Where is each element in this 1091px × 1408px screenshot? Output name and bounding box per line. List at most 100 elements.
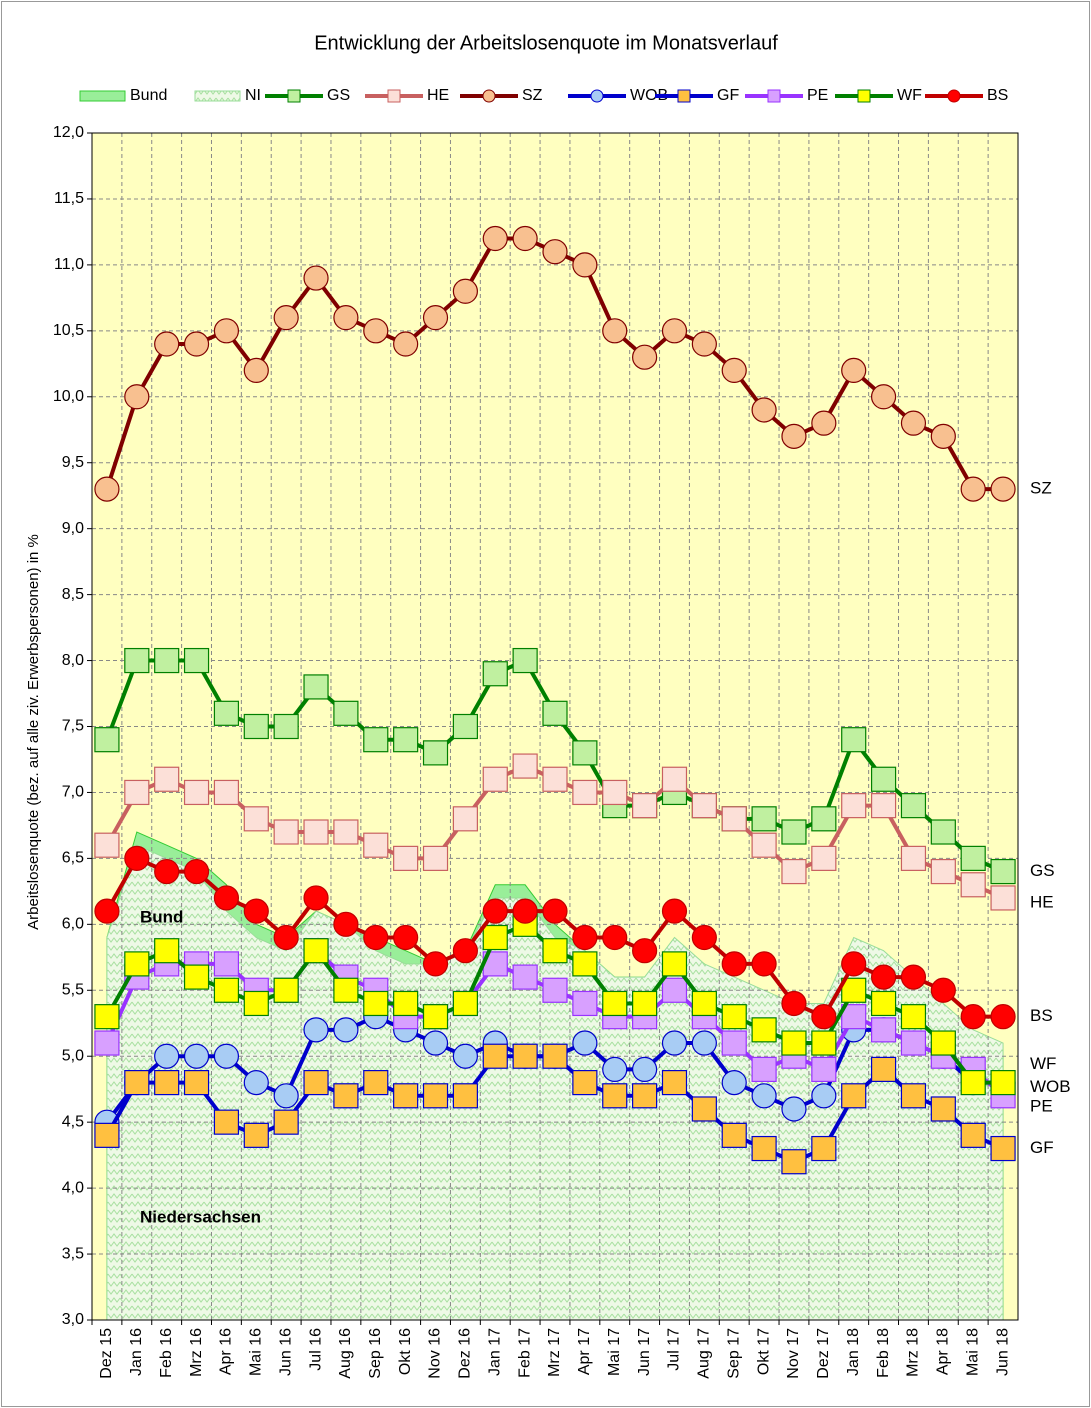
legend-label: HE	[427, 87, 449, 104]
x-tick-label: Jul 17	[666, 1328, 683, 1371]
marker	[691, 331, 717, 357]
marker	[990, 858, 1016, 885]
marker	[542, 239, 568, 265]
marker	[482, 225, 508, 252]
marker	[572, 252, 598, 278]
marker	[183, 647, 210, 674]
marker	[572, 951, 598, 977]
y-tick-label: 10,5	[53, 322, 84, 339]
x-tick-label: Okt 17	[755, 1328, 772, 1375]
marker	[333, 1017, 359, 1043]
marker	[482, 898, 508, 924]
marker	[363, 990, 389, 1017]
marker	[602, 779, 628, 806]
marker	[94, 898, 120, 924]
marker	[632, 344, 658, 370]
marker	[124, 647, 150, 674]
marker	[781, 1149, 807, 1175]
marker	[512, 964, 538, 990]
legend-marker	[947, 89, 961, 103]
marker	[393, 845, 419, 871]
marker	[213, 700, 240, 726]
x-tick-label: Apr 16	[218, 1328, 235, 1375]
marker	[183, 779, 210, 806]
marker	[632, 793, 658, 819]
marker	[572, 990, 598, 1017]
marker	[422, 305, 449, 331]
legend-label: GF	[717, 87, 739, 104]
x-tick-label: Feb 16	[158, 1328, 175, 1378]
y-tick-label: 6,5	[62, 850, 84, 867]
marker	[273, 819, 299, 845]
marker	[422, 1083, 449, 1109]
marker	[572, 1030, 598, 1056]
marker	[841, 1083, 867, 1109]
y-tick-label: 9,0	[62, 520, 84, 537]
marker	[273, 305, 299, 331]
marker	[482, 924, 508, 951]
marker	[811, 1135, 837, 1162]
marker	[811, 1004, 837, 1030]
legend-marker	[387, 89, 401, 103]
x-tick-label: Dez 17	[815, 1328, 832, 1379]
marker	[751, 951, 777, 977]
x-tick-label: Mrz 16	[188, 1328, 205, 1377]
marker	[542, 898, 568, 924]
marker	[661, 318, 688, 344]
marker	[930, 423, 956, 449]
marker	[811, 410, 837, 436]
x-tick-label: Apr 17	[576, 1328, 593, 1375]
marker	[632, 990, 658, 1017]
marker	[363, 727, 389, 753]
marker	[393, 727, 419, 753]
y-tick-label: 4,5	[62, 1113, 84, 1130]
marker	[333, 700, 359, 726]
marker	[870, 1056, 897, 1083]
series-end-label: WF	[1030, 1054, 1056, 1073]
marker	[781, 1096, 807, 1122]
x-tick-label: Jun 18	[994, 1328, 1011, 1376]
marker	[841, 977, 867, 1003]
marker	[333, 819, 359, 845]
marker	[333, 305, 359, 331]
marker	[572, 740, 598, 766]
series-end-label: SZ	[1030, 479, 1052, 498]
marker	[781, 858, 807, 885]
y-tick-label: 4,0	[62, 1179, 84, 1196]
marker	[990, 885, 1016, 911]
marker	[602, 990, 628, 1017]
marker	[154, 647, 180, 674]
marker	[512, 1043, 538, 1069]
legend-swatch	[79, 90, 126, 102]
marker	[602, 1056, 628, 1083]
marker	[452, 713, 478, 740]
marker	[721, 1004, 747, 1030]
marker	[960, 872, 986, 898]
marker	[870, 1017, 897, 1043]
marker	[900, 845, 927, 871]
marker	[751, 1017, 777, 1043]
x-tick-label: Nov 17	[785, 1328, 802, 1379]
marker	[154, 766, 180, 792]
marker	[751, 832, 777, 858]
x-tick-label: Feb 18	[875, 1328, 892, 1378]
marker	[422, 951, 449, 977]
legend-label: WOB	[630, 87, 668, 104]
legend-label: SZ	[522, 87, 543, 104]
marker	[512, 225, 538, 252]
legend-marker	[857, 89, 871, 103]
y-tick-label: 8,5	[62, 586, 84, 603]
y-tick-label: 3,0	[62, 1311, 84, 1328]
marker	[243, 1122, 269, 1148]
marker	[841, 357, 867, 383]
marker	[691, 1096, 717, 1122]
marker	[243, 713, 269, 740]
marker	[572, 779, 598, 806]
legend-marker	[677, 89, 691, 103]
legend-marker	[767, 89, 781, 103]
marker	[721, 1069, 747, 1096]
x-tick-label: Aug 17	[696, 1328, 713, 1379]
marker	[154, 331, 180, 357]
marker	[124, 951, 150, 977]
legend-marker	[287, 89, 301, 103]
